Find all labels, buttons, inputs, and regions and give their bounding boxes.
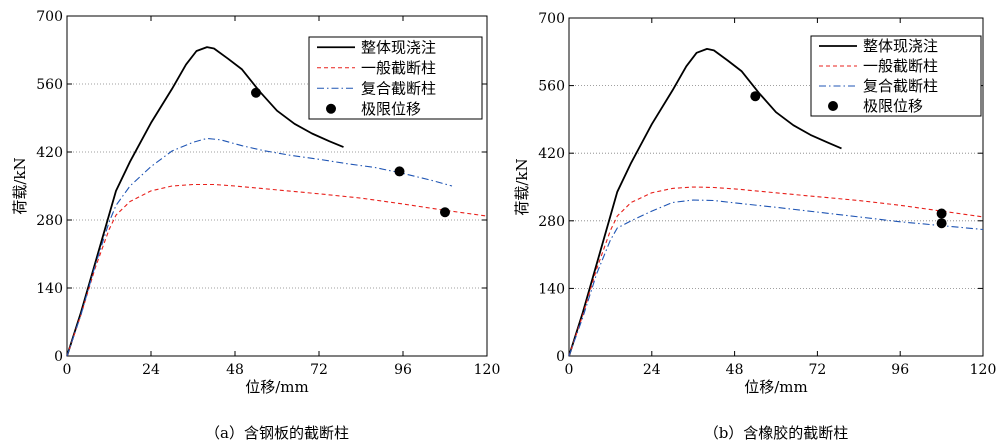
y-tick-label: 140 (538, 281, 565, 297)
series-line-3 (569, 200, 983, 356)
ultimate-displacement-point (937, 218, 947, 228)
x-tick-label: 120 (474, 362, 501, 378)
y-tick-label: 560 (36, 77, 63, 93)
ultimate-displacement-point (251, 88, 261, 98)
legend-label: 极限位移 (863, 97, 923, 115)
x-tick-label: 24 (142, 362, 160, 378)
y-tick-label: 140 (36, 281, 63, 297)
series-line-1 (569, 49, 842, 356)
legend-label: 整体现浇注 (361, 38, 436, 56)
x-tick-label: 72 (808, 362, 826, 378)
legend-marker (828, 101, 838, 111)
y-tick-label: 560 (538, 79, 565, 95)
legend-label: 极限位移 (361, 100, 421, 118)
legend-label: 整体现浇注 (863, 37, 938, 55)
ultimate-displacement-point (395, 166, 405, 176)
series-line-2 (67, 185, 487, 357)
figure-caption: （b）含橡胶的截断柱 (704, 424, 849, 442)
legend-label: 复合截断柱 (863, 77, 938, 95)
x-tick-label: 48 (226, 362, 244, 378)
ultimate-displacement-point (750, 91, 760, 101)
x-axis-title: 位移/mm (744, 378, 808, 396)
ultimate-displacement-point (937, 209, 947, 219)
y-tick-label: 700 (36, 9, 63, 25)
x-tick-label: 0 (63, 362, 72, 378)
y-tick-label: 420 (538, 146, 565, 162)
series-line-2 (569, 187, 983, 356)
x-tick-label: 48 (726, 362, 744, 378)
series-line-1 (67, 47, 344, 356)
legend-label: 复合截断柱 (361, 79, 436, 97)
x-tick-label: 72 (310, 362, 328, 378)
x-axis-title: 位移/mm (245, 378, 309, 396)
ultimate-displacement-point (440, 207, 450, 217)
y-axis-title: 荷载/kN (513, 158, 531, 215)
legend-marker (326, 104, 336, 114)
y-tick-label: 420 (36, 145, 63, 161)
x-tick-label: 96 (394, 362, 412, 378)
x-tick-label: 96 (891, 362, 909, 378)
legend-label: 一般截断柱 (863, 57, 938, 75)
x-tick-label: 120 (970, 362, 997, 378)
legend-label: 一般截断柱 (361, 59, 436, 77)
x-tick-label: 0 (565, 362, 574, 378)
figure: 0 140 280 420 560 700 0 24 48 72 96 120 位移/mm 荷载/kN （a… (0, 0, 1005, 443)
figure-caption: （a）含钢板的截断柱 (205, 424, 349, 442)
y-axis-title: 荷载/kN (11, 157, 29, 214)
y-tick-label: 280 (36, 213, 63, 229)
x-tick-label: 24 (643, 362, 661, 378)
y-tick-label: 280 (538, 214, 565, 230)
y-tick-label: 700 (538, 11, 565, 27)
